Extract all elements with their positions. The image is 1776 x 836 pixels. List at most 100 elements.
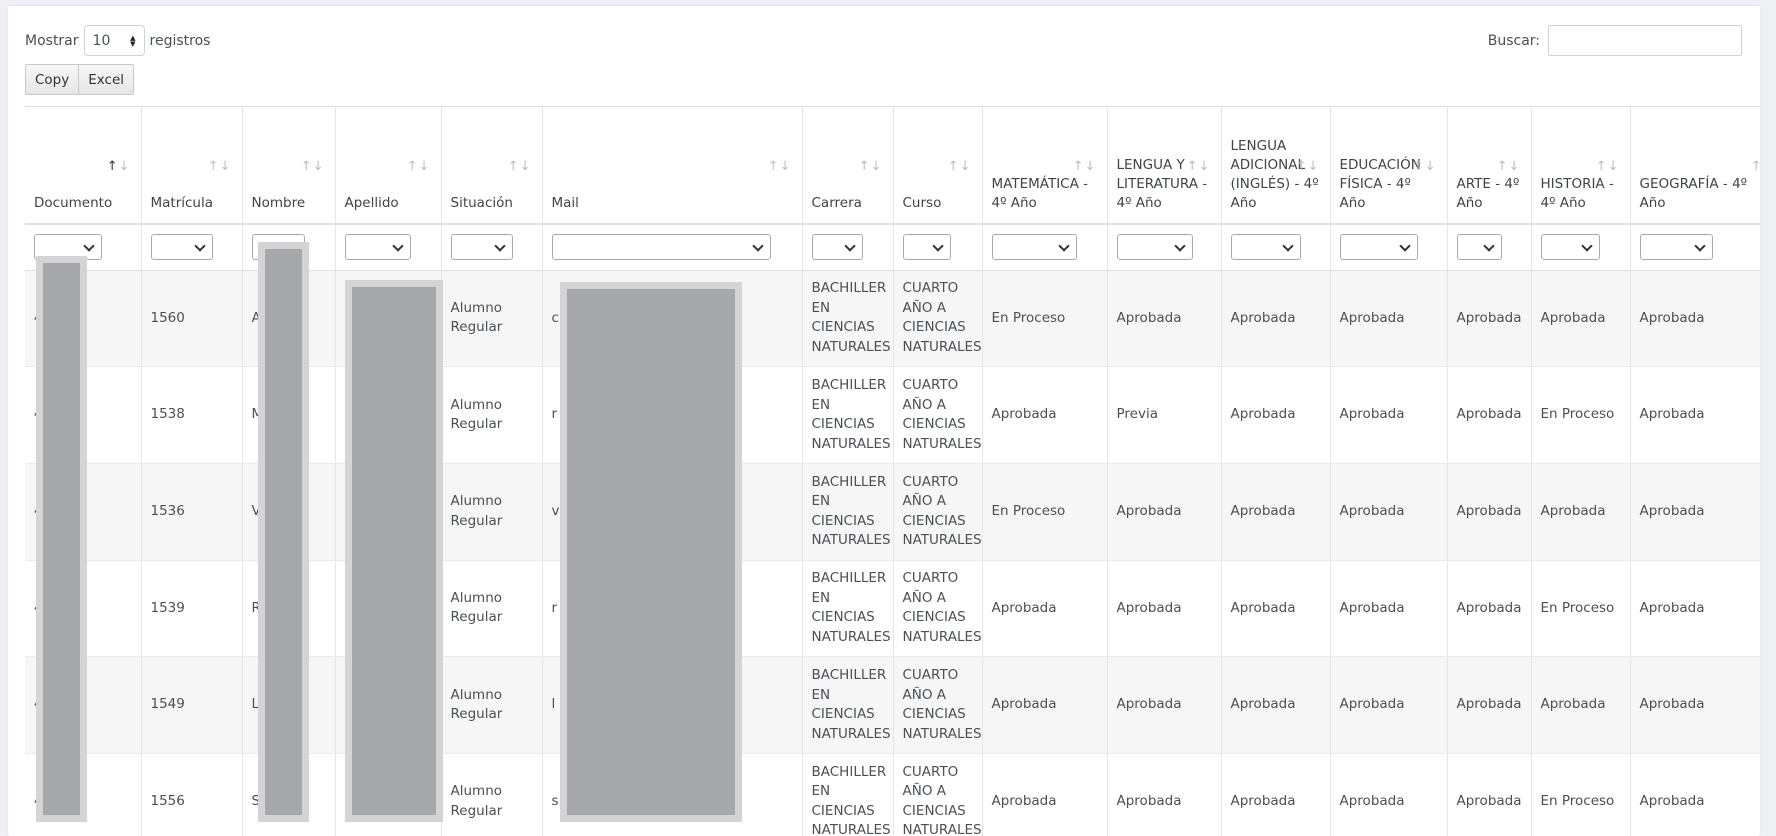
cell-grade-status: Aprobada (1447, 753, 1532, 836)
column-filter-select[interactable] (1540, 234, 1600, 261)
excel-button[interactable]: Excel (79, 64, 135, 95)
column-header-matematica-4-ano[interactable]: MATEMÁTICA - 4º Año ↑↓ (982, 107, 1108, 225)
copy-button[interactable]: Copy (25, 64, 80, 95)
column-header-curso[interactable]: Curso ↑↓ (893, 107, 983, 225)
column-filter-select[interactable] (1230, 234, 1301, 261)
sort-up-icon: ↑ (1186, 159, 1199, 174)
column-header-label: GEOGRAFÍA - 4º Año (1639, 176, 1748, 211)
sort-arrows-icon: ↑↓ (768, 157, 792, 176)
column-filter-select[interactable] (1339, 234, 1418, 261)
column-header-geografia-4-ano[interactable]: GEOGRAFÍA - 4º Año↑↓ (1630, 107, 1760, 225)
search-input[interactable] (1548, 25, 1742, 56)
column-filter-select[interactable] (344, 234, 411, 261)
column-filter-select[interactable] (902, 234, 951, 261)
column-filter-select[interactable] (150, 234, 213, 261)
filter-cell (542, 224, 803, 271)
column-header-documento[interactable]: Documento ↑↓ (25, 107, 142, 225)
column-filter-select[interactable] (1116, 234, 1193, 261)
cell-curso: CUARTO AÑO A CIENCIAS NATURALES (893, 560, 983, 658)
column-header-label: Apellido (344, 195, 399, 211)
cell-grade-status: Aprobada (982, 366, 1108, 464)
column-header-educacion-fisica-4-ano[interactable]: EDUCACIÓN FÍSICA - 4º Año ↑↓ (1330, 107, 1448, 225)
sort-up-icon: ↑ (1595, 159, 1608, 174)
sort-up-icon: ↑ (1751, 159, 1760, 174)
sort-down-icon: ↓ (1607, 159, 1620, 174)
column-filter-select[interactable] (34, 234, 102, 261)
sort-arrows-icon: ↑↓ (407, 157, 431, 176)
sort-down-icon: ↓ (219, 159, 232, 174)
filter-cell (1330, 224, 1448, 271)
sort-down-icon: ↓ (312, 159, 325, 174)
column-header-matricula[interactable]: Matrícula ↑↓ (141, 107, 243, 225)
column-header-label: MATEMÁTICA - 4º Año (991, 176, 1089, 211)
cell-curso: CUARTO AÑO A CIENCIAS NATURALES (893, 753, 983, 836)
cell-grade-status: Aprobada (1330, 753, 1448, 836)
cell-grade-status: Aprobada (1630, 656, 1760, 754)
column-header-label: Nombre (251, 195, 306, 211)
cell-carrera: BACHILLER EN CIENCIAS NATURALES (802, 366, 894, 464)
sort-arrows-icon: ↑↓ (1751, 157, 1760, 176)
column-filter-select[interactable] (551, 234, 771, 261)
filter-cell (441, 224, 543, 271)
cell-grade-status: En Proceso (1531, 560, 1631, 658)
filter-cell (141, 224, 243, 271)
sort-up-icon: ↑ (507, 159, 520, 174)
column-header-carrera[interactable]: Carrera ↑↓ (802, 107, 894, 225)
cell-carrera: BACHILLER EN CIENCIAS NATURALES (802, 270, 894, 368)
cell-matricula: 1549 (141, 656, 243, 754)
sort-down-icon: ↓ (1424, 159, 1437, 174)
filter-cell (982, 224, 1108, 271)
cell-grade-status: Aprobada (1447, 463, 1532, 561)
sort-arrows-icon: ↑↓ (107, 157, 131, 176)
column-filter-select[interactable] (450, 234, 513, 261)
cell-situacion: Alumno Regular (441, 560, 543, 658)
updown-arrows-icon: ▲ ▼ (130, 33, 136, 48)
cell-grade-status: Aprobada (1330, 560, 1448, 658)
cell-carrera: BACHILLER EN CIENCIAS NATURALES (802, 463, 894, 561)
cell-grade-status: Aprobada (1447, 270, 1532, 368)
column-header-historia-4-ano[interactable]: HISTORIA - 4º Año ↑↓ (1531, 107, 1631, 225)
cell-grade-status: Aprobada (1221, 270, 1331, 368)
cell-situacion: Alumno Regular (441, 463, 543, 561)
cell-grade-status: Aprobada (1531, 656, 1631, 754)
cell-matricula: 1536 (141, 463, 243, 561)
column-header-situacion[interactable]: Situación ↑↓ (441, 107, 543, 225)
cell-grade-status: Aprobada (1221, 656, 1331, 754)
column-header-lengua-y-literatura-4-ano[interactable]: LENGUA Y LITERATURA - 4º Año ↑↓ (1107, 107, 1222, 225)
sort-arrows-icon: ↑↓ (208, 157, 232, 176)
cell-grade-status: Aprobada (1107, 270, 1222, 368)
table-controls: Mostrar 10 ▲ ▼ registros Buscar: (25, 25, 1742, 59)
filter-cell (1221, 224, 1331, 271)
cell-grade-status: Aprobada (1630, 753, 1760, 836)
cell-grade-status: Aprobada (1531, 463, 1631, 561)
cell-matricula: 1538 (141, 366, 243, 464)
sort-down-icon: ↓ (870, 159, 883, 174)
column-filter-select[interactable] (1639, 234, 1713, 261)
cell-grade-status: Aprobada (1221, 366, 1331, 464)
column-filter-select[interactable] (1456, 234, 1502, 261)
records-label: registros (149, 32, 211, 49)
sort-up-icon: ↑ (947, 159, 960, 174)
redaction-block (258, 242, 309, 822)
cell-carrera: BACHILLER EN CIENCIAS NATURALES (802, 656, 894, 754)
column-header-apellido[interactable]: Apellido ↑↓ (335, 107, 442, 225)
column-header-arte-4-ano[interactable]: ARTE - 4º Año ↑↓ (1447, 107, 1532, 225)
column-filter-select[interactable] (811, 234, 863, 261)
sort-down-icon: ↓ (779, 159, 792, 174)
cell-grade-status: Aprobada (1447, 366, 1532, 464)
cell-grade-status: Aprobada (1531, 270, 1631, 368)
cell-situacion: Alumno Regular (441, 753, 543, 836)
cell-grade-status: En Proceso (982, 270, 1108, 368)
sort-up-icon: ↑ (767, 159, 780, 174)
column-header-lengua-adicional-ingles-4-ano[interactable]: LENGUA ADICIONAL (INGLÉS) - 4º Año ↑↓ (1221, 107, 1331, 225)
column-header-nombre[interactable]: Nombre ↑↓ (242, 107, 336, 225)
cell-grade-status: Previa (1107, 366, 1222, 464)
filter-cell (893, 224, 983, 271)
page-length-control: Mostrar 10 ▲ ▼ registros (25, 25, 210, 56)
column-filter-select[interactable] (991, 234, 1077, 261)
export-buttons: Copy Excel (25, 64, 135, 95)
cell-carrera: BACHILLER EN CIENCIAS NATURALES (802, 560, 894, 658)
cell-situacion: Alumno Regular (441, 656, 543, 754)
page-size-select[interactable]: 10 ▲ ▼ (83, 25, 145, 56)
column-header-mail[interactable]: Mail ↑↓ (542, 107, 803, 225)
